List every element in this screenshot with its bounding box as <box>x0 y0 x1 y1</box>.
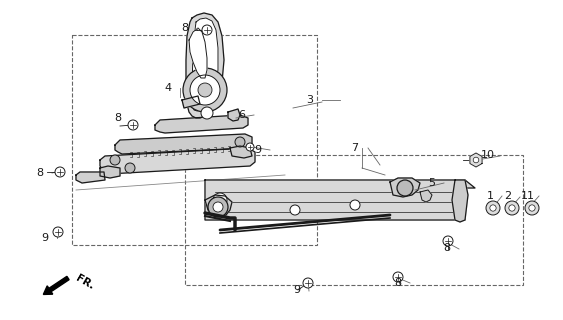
Text: 5: 5 <box>428 178 436 188</box>
Polygon shape <box>100 166 120 178</box>
Circle shape <box>397 180 413 196</box>
Circle shape <box>509 205 515 211</box>
Text: 4: 4 <box>164 83 172 93</box>
Circle shape <box>198 83 212 97</box>
Polygon shape <box>390 178 420 197</box>
Circle shape <box>55 167 65 177</box>
Polygon shape <box>230 146 252 158</box>
Polygon shape <box>76 172 105 183</box>
Text: 6: 6 <box>239 110 245 120</box>
Polygon shape <box>186 13 224 118</box>
Circle shape <box>486 201 500 215</box>
Text: 3: 3 <box>306 95 314 105</box>
Polygon shape <box>115 134 252 154</box>
Polygon shape <box>192 18 218 111</box>
Circle shape <box>53 227 63 237</box>
Text: 9: 9 <box>254 145 262 155</box>
Circle shape <box>110 155 120 165</box>
Circle shape <box>201 107 213 119</box>
Polygon shape <box>189 28 207 78</box>
Text: 9: 9 <box>293 285 301 295</box>
Text: 7: 7 <box>351 143 359 153</box>
Circle shape <box>213 202 223 212</box>
Text: 8: 8 <box>181 23 189 33</box>
Circle shape <box>505 201 519 215</box>
Polygon shape <box>100 148 255 174</box>
Polygon shape <box>205 180 475 220</box>
Text: 9: 9 <box>42 233 48 243</box>
Polygon shape <box>182 96 200 108</box>
Circle shape <box>128 120 138 130</box>
Circle shape <box>529 205 535 211</box>
Circle shape <box>213 193 227 207</box>
Circle shape <box>125 163 135 173</box>
Text: 10: 10 <box>481 150 495 160</box>
Circle shape <box>290 205 300 215</box>
Circle shape <box>473 157 479 163</box>
Text: 8: 8 <box>37 168 43 178</box>
Polygon shape <box>155 115 248 133</box>
Polygon shape <box>228 109 240 121</box>
Bar <box>185 155 523 285</box>
Polygon shape <box>420 190 432 202</box>
Polygon shape <box>205 195 232 216</box>
Text: FR.: FR. <box>74 273 96 291</box>
Circle shape <box>443 236 453 246</box>
FancyArrow shape <box>43 276 69 294</box>
Circle shape <box>525 201 539 215</box>
Polygon shape <box>470 153 482 167</box>
Circle shape <box>190 75 220 105</box>
Circle shape <box>202 25 212 35</box>
Circle shape <box>208 197 228 217</box>
Text: 11: 11 <box>521 191 535 201</box>
Circle shape <box>246 143 254 151</box>
Text: 8: 8 <box>395 278 401 288</box>
Circle shape <box>235 137 245 147</box>
Text: 8: 8 <box>114 113 122 123</box>
Polygon shape <box>452 180 468 222</box>
Text: 2: 2 <box>504 191 512 201</box>
Text: 8: 8 <box>444 243 450 253</box>
Circle shape <box>350 200 360 210</box>
Circle shape <box>393 272 403 282</box>
Text: 1: 1 <box>486 191 494 201</box>
Circle shape <box>183 68 227 112</box>
Circle shape <box>303 278 313 288</box>
Circle shape <box>490 205 496 211</box>
Bar <box>72 35 317 245</box>
